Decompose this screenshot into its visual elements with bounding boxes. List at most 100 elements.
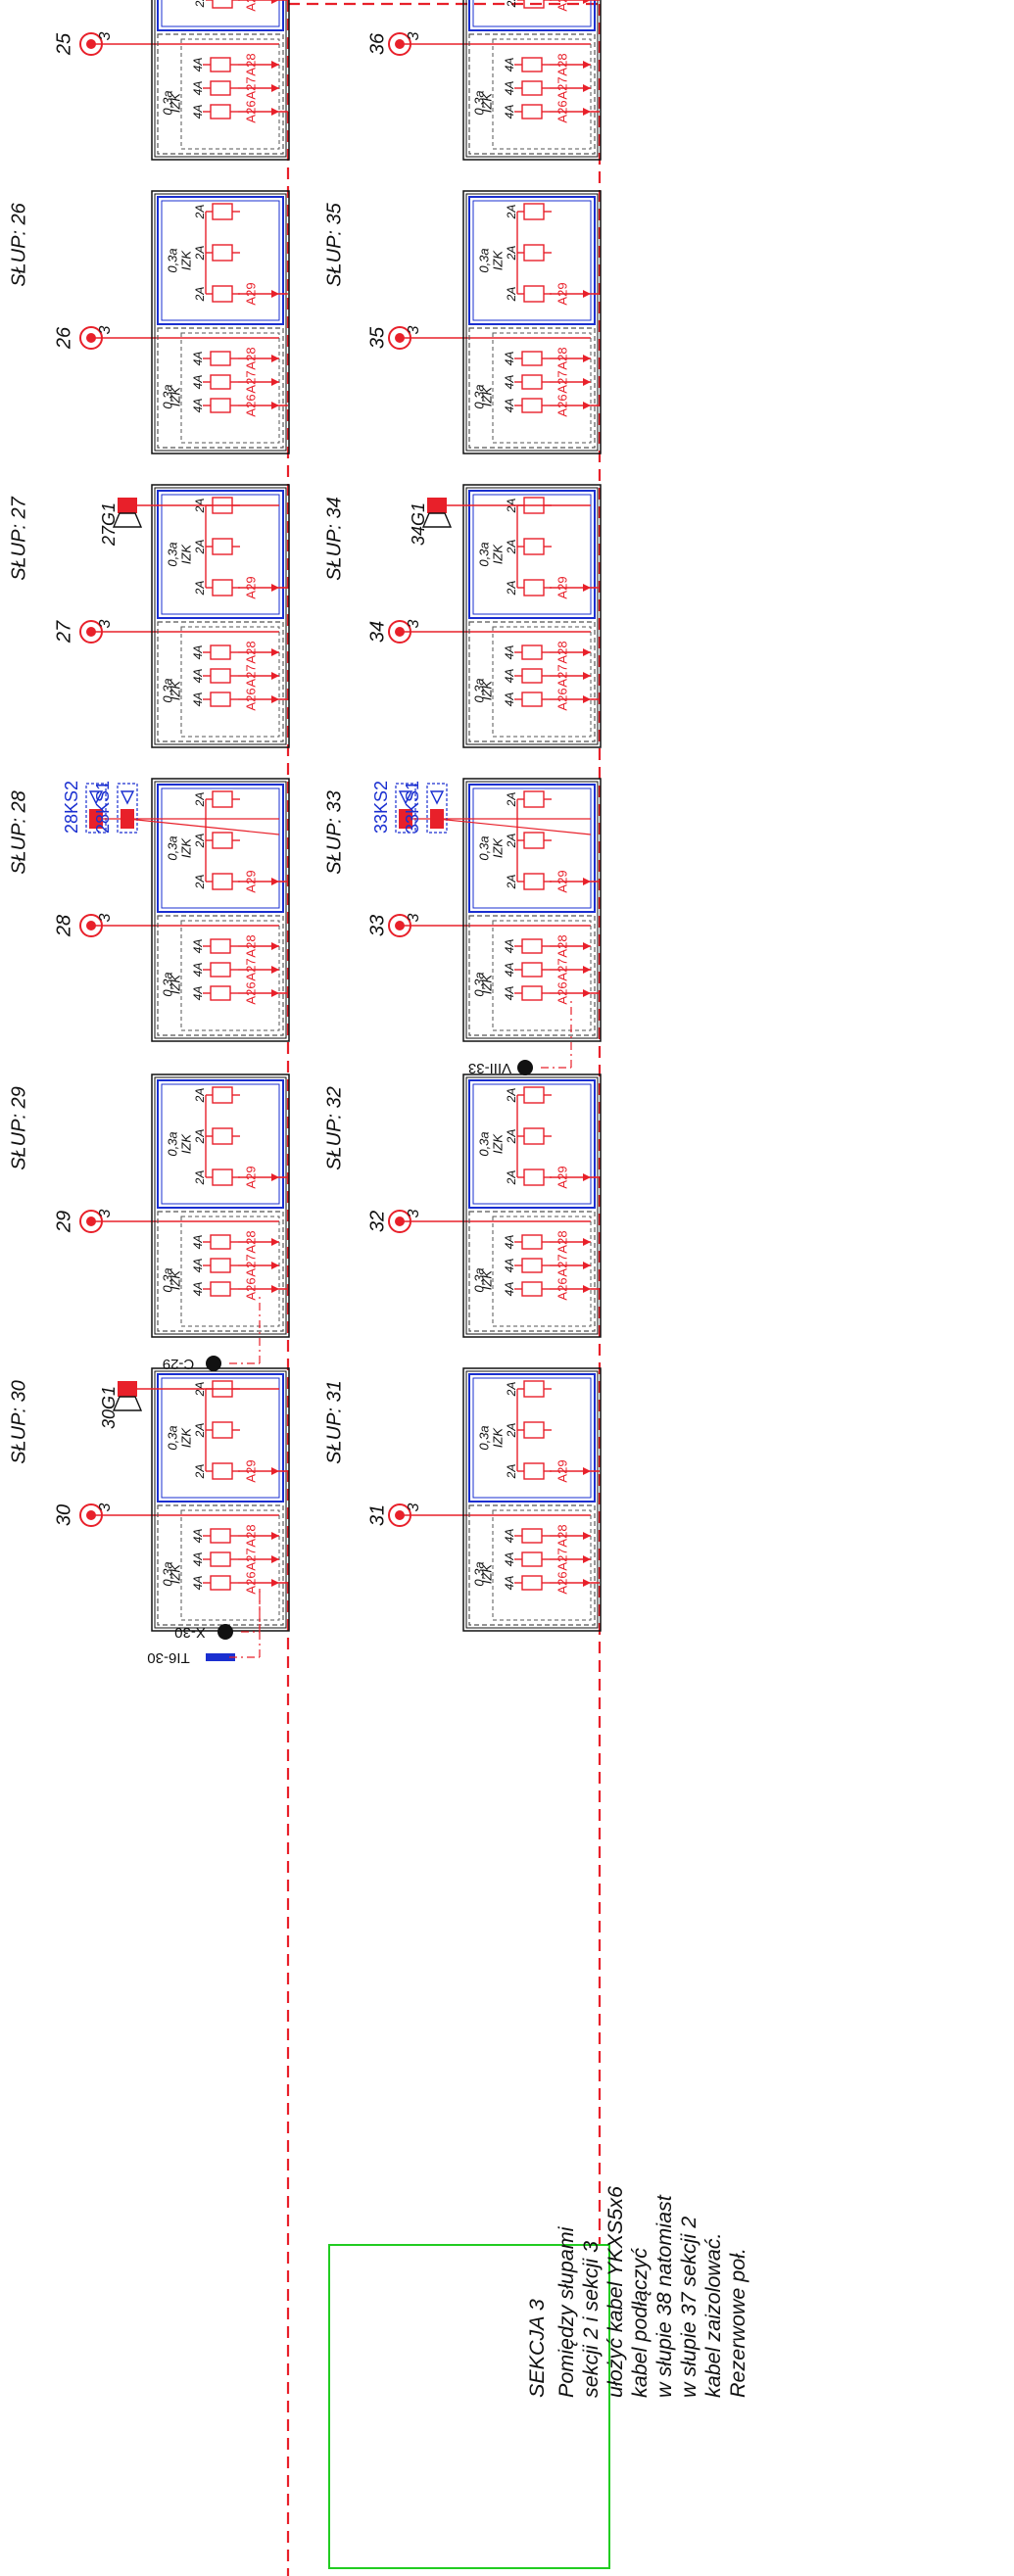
fuse-rating: 2A [505,1464,518,1480]
izk-label: IZK [479,1563,494,1585]
pole-label: SŁUP: 28 [8,790,29,875]
izk-label: IZK [178,837,193,859]
fuse-element [521,351,543,366]
hydrant-count: 3 [406,1503,422,1511]
fuse-element [212,832,233,849]
izk-label: IZK [479,386,494,407]
box-frame [151,1367,290,1632]
fuse-rating: 4A [503,352,516,366]
pole-label: SŁUP: 35 [323,202,345,286]
hydrant-count: 3 [97,325,114,334]
dashed-section [180,1216,280,1327]
pole-label: SŁUP: 31 [323,1380,345,1464]
box-frame [154,781,287,1039]
rating-label: 0,3a [160,384,174,408]
izk-label: IZK [178,1133,193,1155]
izk-label: IZK [168,92,182,114]
blue-section [161,787,280,909]
box-frame [465,1076,599,1335]
box-frame [465,193,599,452]
dashed-section [492,626,592,738]
dashed-section [180,920,280,1031]
note-line: kabel podłączyć [628,2248,652,2398]
fuse-element [210,351,231,366]
fuse-rating: 4A [191,1235,205,1250]
fuse-element [523,790,545,808]
fuse-element [521,962,543,978]
blue-section [468,784,596,913]
camera-label: 33KS2 [371,781,391,834]
siren-icon [421,512,453,528]
pole-number: 31 [366,1504,388,1526]
pole-number: 28 [53,915,74,937]
fuse-element [210,985,231,1001]
fuse-element [523,1421,545,1439]
camera-icon [395,783,416,834]
box-frame [154,193,287,452]
rating-label: 0,3a [471,678,486,702]
fuse-element [521,1528,543,1544]
pole-number: 33 [366,915,388,936]
hydrant-count: 3 [97,1503,114,1511]
rating-label: 0,3a [471,1561,486,1586]
fuse-element [521,1258,543,1273]
fuse-rating: 2A [193,0,207,8]
izk-label: IZK [178,544,193,565]
fuse-element [521,374,543,390]
dashed-section [468,1211,596,1332]
pole-number: 27 [53,620,74,644]
note-line: w słupie 37 sekcji 2 [677,2216,700,2398]
fuse-rating: 4A [503,692,516,707]
fuse-element [212,873,233,890]
fuse-element [521,938,543,954]
fuse-rating: 4A [503,1259,516,1273]
box-frame [151,778,290,1042]
camera-icon [426,783,448,834]
fuse-element [210,57,231,72]
dashed-section [492,920,592,1031]
box-frame [465,781,599,1039]
box-frame [462,484,602,748]
fuse-element [523,285,545,303]
hydrant-count: 3 [406,619,422,628]
circuit-label: A29 [555,0,569,12]
dashed-section [157,915,284,1036]
box-frame [154,1076,287,1335]
fuse-element [523,832,545,849]
fuse-element [212,538,233,555]
fuse-element [212,244,233,262]
fuse-rating: 4A [503,1235,516,1250]
circuit-label: A29 [243,0,258,12]
camera-icon [398,790,413,805]
fuse-element [210,1551,231,1567]
fuse-rating: 4A [503,375,516,390]
fuse-rating: 4A [503,81,516,96]
izk-label: IZK [490,1427,505,1449]
izk-label: IZK [479,92,494,114]
box-frame [151,484,290,748]
blue-section [468,1373,596,1503]
fuse-element [212,1169,233,1186]
pole-label: SŁUP: 32 [323,1086,345,1170]
fuse-rating: 4A [191,645,205,660]
fuse-element [523,1462,545,1480]
dashed-section [157,1504,284,1626]
blue-section [157,196,284,325]
box-frame [151,0,290,161]
fuse-rating: 2A [193,1170,207,1186]
blue-section [468,196,596,325]
pole-label: SŁUP: 33 [323,790,345,875]
rating-label: 0,3a [476,248,491,272]
fuse-element [523,1380,545,1398]
blue-section [472,0,592,27]
siren-label: 30G1 [99,1386,119,1429]
fuse-rating: 4A [191,939,205,954]
fuse-element [210,644,231,660]
rating-label: 0,3a [471,90,486,115]
rating-label: 0,3a [476,1425,491,1450]
hydrant-count: 3 [97,913,114,922]
